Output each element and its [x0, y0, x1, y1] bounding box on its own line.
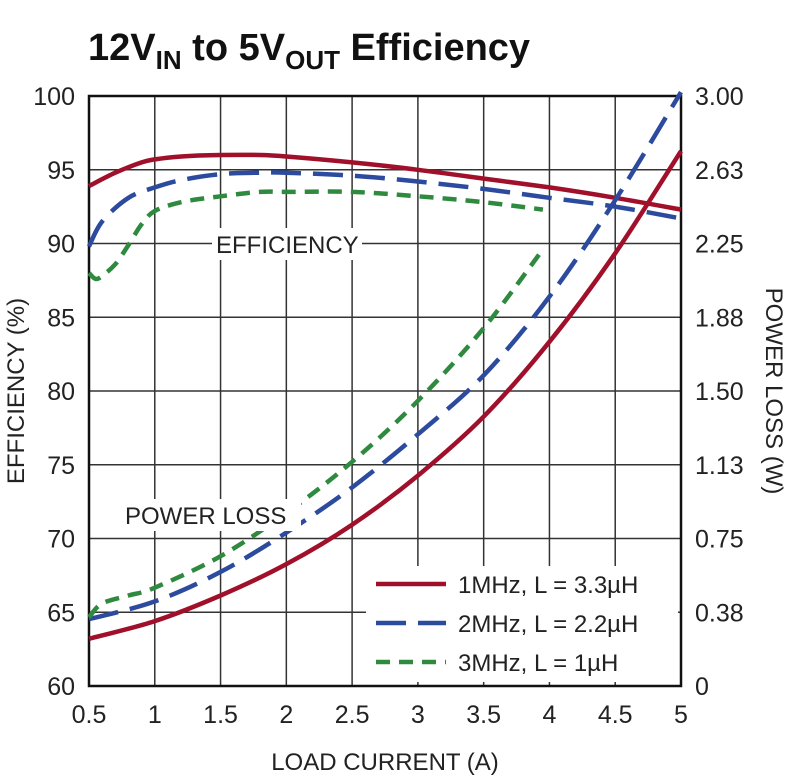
title-part-3: Efficiency [340, 27, 530, 69]
x-tick-label: 2 [279, 701, 293, 729]
y-tick-label-left: 100 [33, 83, 75, 111]
y-axis-left: 60 65 70 75 80 85 90 95 100 [33, 83, 75, 701]
legend: 1MHz, L = 3.3µH 2MHz, L = 2.2µH 3MHz, L = … [366, 566, 678, 682]
y-tick-label-left: 70 [47, 526, 75, 554]
title-part-1: 12V [88, 27, 156, 69]
y-tick-label-left: 85 [47, 304, 75, 332]
y-tick-label-right: 2.25 [695, 231, 744, 259]
y-tick-label-left: 60 [47, 673, 75, 701]
series-3-power-loss-line [87, 248, 545, 619]
x-tick-label: 4 [542, 701, 556, 729]
y-tick-label-left: 80 [47, 378, 75, 406]
power-loss-annotation-bg [121, 499, 301, 531]
series-2-power-loss-line [88, 90, 683, 622]
title-sub-2: OUT [285, 45, 340, 75]
efficiency-annotation: EFFICIENCY [216, 232, 359, 259]
plot-frame [87, 94, 683, 688]
y-tick-label-right: 0 [695, 673, 709, 701]
y-axis-left-label: EFFICIENCY (%) [3, 298, 30, 484]
y-tick-label-right: 2.63 [695, 157, 744, 185]
x-tick-label: 3.5 [466, 701, 501, 729]
legend-label-1: 1MHz, L = 3.3µH [458, 572, 638, 599]
y-tick-label-right: 1.88 [695, 304, 744, 332]
x-tick-label: 1.5 [203, 701, 238, 729]
grid [89, 96, 681, 686]
x-tick-label: 2.5 [335, 701, 370, 729]
x-tick-label: 5 [674, 701, 688, 729]
x-tick-label: 0.5 [72, 701, 107, 729]
series-lines [86, 90, 683, 641]
y-tick-label-right: 1.13 [695, 452, 744, 480]
y-axis-right: 0 0.38 0.75 1.13 1.50 1.88 2.25 2.63 3.00 [695, 83, 744, 701]
y-tick-label-left: 90 [47, 231, 75, 259]
y-tick-label-left: 75 [47, 452, 75, 480]
power-loss-annotation: POWER LOSS [125, 503, 286, 530]
title-sub-1: IN [156, 45, 182, 75]
x-axis: 0.5 1 1.5 2 2.5 3 3.5 4 4.5 5 [72, 701, 688, 729]
y-tick-label-left: 95 [47, 157, 75, 185]
efficiency-annotation-bg [212, 228, 362, 260]
x-tick-label: 1 [148, 701, 162, 729]
y-axis-right-label: POWER LOSS (W) [760, 288, 787, 495]
x-axis-label: LOAD CURRENT (A) [271, 749, 499, 776]
series-1-power-loss-line [88, 149, 683, 641]
series-2-efficiency-line [86, 170, 682, 248]
series-3-efficiency-line [87, 189, 544, 282]
y-tick-label-right: 3.00 [695, 83, 744, 111]
legend-label-3: 3MHz, L = 1µH [458, 650, 618, 677]
y-tick-label-right: 1.50 [695, 378, 744, 406]
y-tick-label-right: 0.75 [695, 526, 744, 554]
x-tick-label: 3 [411, 701, 425, 729]
y-tick-label-left: 65 [47, 599, 75, 627]
legend-label-2: 2MHz, L = 2.2µH [458, 611, 638, 638]
y-tick-label-right: 0.38 [695, 599, 744, 627]
x-tick-label: 4.5 [598, 701, 633, 729]
series-1-efficiency-line [87, 152, 682, 212]
title-part-2: to 5V [182, 27, 286, 69]
chart-title: 12VIN to 5VOUT Efficiency [88, 27, 530, 75]
